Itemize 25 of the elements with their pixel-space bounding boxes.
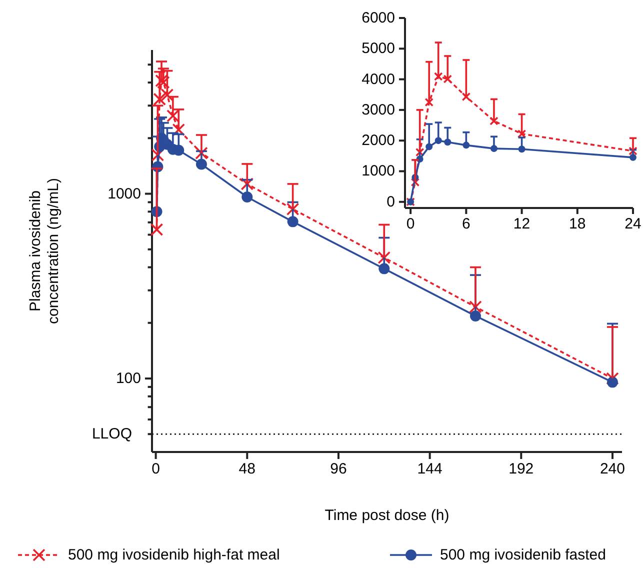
y-axis-title: Plasma ivosidenib concentration (ng/mL) <box>27 178 62 324</box>
x-tick-label: 24 <box>624 215 642 232</box>
legend-label: 500 mg ivosidenib high-fat meal <box>68 546 280 564</box>
x-tick-label: 6 <box>462 215 470 232</box>
y-tick-label: 2000 <box>362 132 395 150</box>
x-axis-title: Time post dose (h) <box>324 507 450 524</box>
x-tick-label: 48 <box>238 460 256 478</box>
x-tick-label: 0 <box>152 460 160 478</box>
x-tick-label: 240 <box>600 460 625 478</box>
y-tick-label: 1000 <box>108 185 141 202</box>
y-tick-label: 100 <box>116 370 141 387</box>
legend-label: 500 mg ivosidenib fasted <box>440 546 606 564</box>
y-tick-label: 6000 <box>362 10 395 26</box>
x-tick-label: 96 <box>330 460 347 478</box>
ref-line-label: LLOQ <box>92 426 132 443</box>
x-tick-label: 0 <box>406 215 415 232</box>
x-tick-label: 192 <box>508 460 534 478</box>
y-tick-label: 3000 <box>362 101 395 118</box>
y-tick-label: 1000 <box>362 162 395 180</box>
y-tick-label: 5000 <box>362 40 395 58</box>
y-tick-label: 0 <box>386 193 395 210</box>
x-tick-label: 12 <box>513 215 530 232</box>
x-tick-label: 18 <box>569 215 586 232</box>
x-tick-label: 144 <box>417 460 442 478</box>
y-tick-label: 4000 <box>362 70 395 88</box>
